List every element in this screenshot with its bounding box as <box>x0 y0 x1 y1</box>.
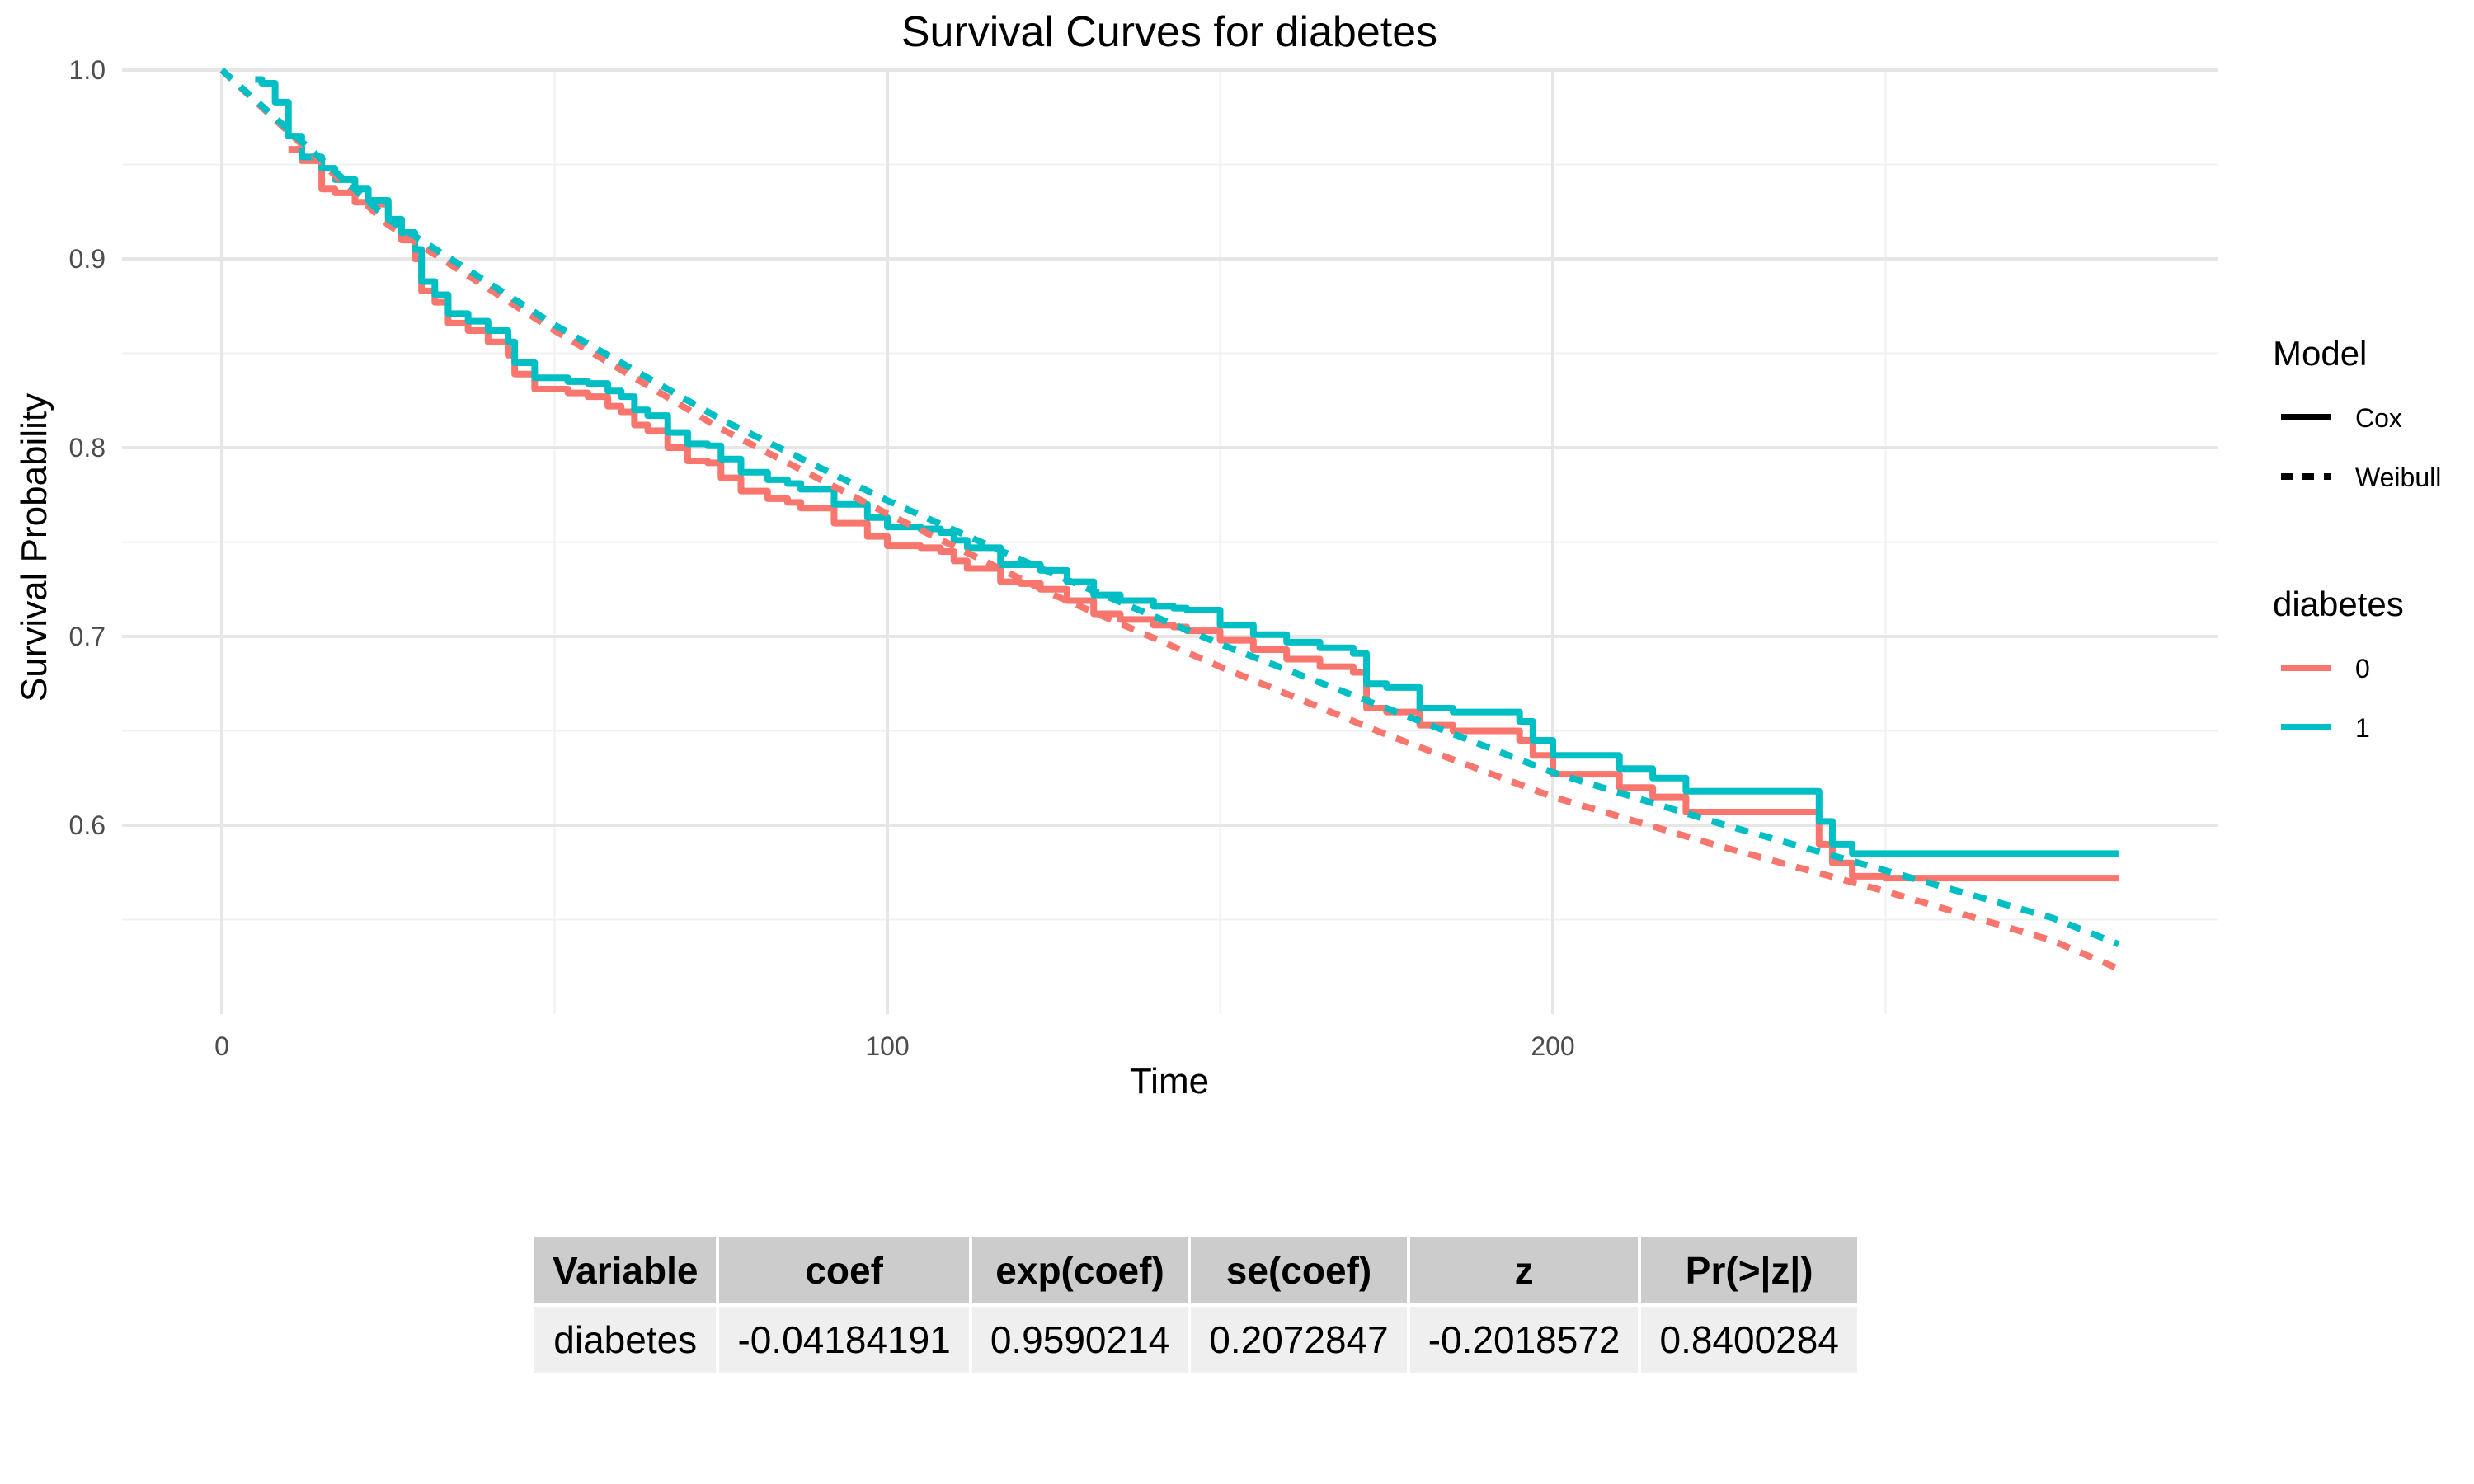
table-cell: -0.2018572 <box>1406 1303 1642 1376</box>
column-header: coef <box>716 1234 972 1307</box>
series-line-cox-1 <box>255 76 2119 857</box>
legend-label: 1 <box>2355 713 2370 743</box>
column-header: se(coef) <box>1188 1234 1410 1307</box>
legend-label: 0 <box>2355 654 2370 683</box>
y-axis-label: Survival Probability <box>14 393 54 702</box>
chart-title: Survival Curves for diabetes <box>901 8 1437 56</box>
table-cell: 0.9590214 <box>968 1303 1192 1376</box>
column-header: z <box>1406 1234 1642 1307</box>
y-tick-label: 0.7 <box>69 622 106 651</box>
x-tick-label: 100 <box>865 1031 909 1061</box>
axes: 0 100 200 0.6 0.7 0.8 0.9 1.0 <box>69 55 1575 1061</box>
grid <box>122 68 2218 1014</box>
x-axis-label: Time <box>1130 1061 1209 1101</box>
x-tick-label: 200 <box>1531 1031 1574 1061</box>
y-tick-label: 0.9 <box>69 244 106 274</box>
table-header-row: Variable coef exp(coef) se(coef) z Pr(>|… <box>530 1234 1860 1307</box>
x-tick-label: 0 <box>214 1031 229 1061</box>
table-cell: 0.2072847 <box>1188 1303 1410 1376</box>
series-line-weibull-0 <box>219 68 2120 972</box>
legend-label: Cox <box>2355 403 2402 433</box>
legend: Model Cox Weibull diabetes 0 1 <box>2273 334 2441 743</box>
series-lines <box>219 68 2120 972</box>
legend-title: diabetes <box>2273 585 2404 623</box>
legend-title: Model <box>2273 334 2367 373</box>
y-tick-label: 1.0 <box>69 55 106 85</box>
table-cell: diabetes <box>530 1303 720 1376</box>
legend-label: Weibull <box>2355 463 2441 492</box>
table-row: diabetes -0.04184191 0.9590214 0.2072847… <box>530 1303 1860 1376</box>
column-header: exp(coef) <box>968 1234 1192 1307</box>
column-header: Pr(>|z|) <box>1638 1234 1860 1307</box>
y-tick-label: 0.6 <box>69 810 106 840</box>
table-cell: -0.04184191 <box>716 1303 972 1376</box>
series-line-weibull-1 <box>219 68 2120 947</box>
coefficient-table: Variable coef exp(coef) se(coef) z Pr(>|… <box>530 1234 1860 1376</box>
column-header: Variable <box>530 1234 720 1307</box>
table-cell: 0.8400284 <box>1638 1303 1860 1376</box>
y-tick-label: 0.8 <box>69 433 106 463</box>
